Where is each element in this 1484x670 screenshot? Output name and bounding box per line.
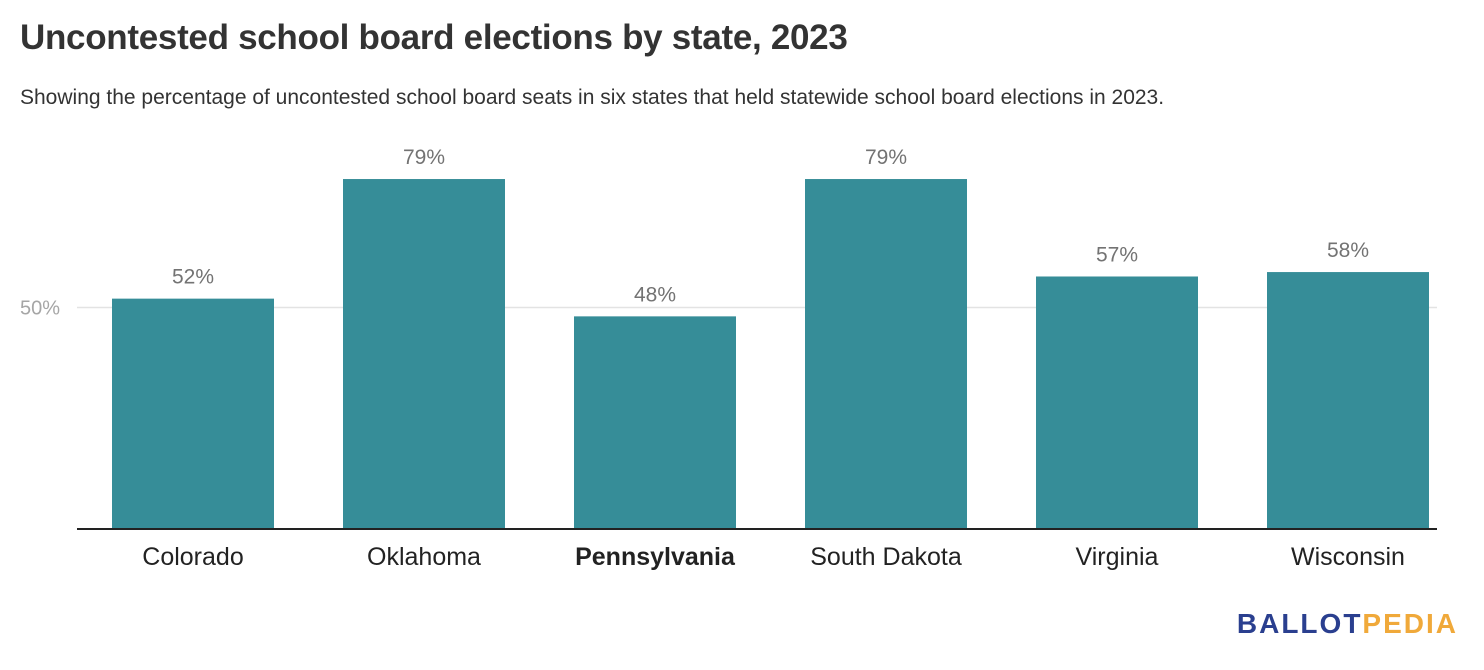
bar-chart: 50% 52% Colorado 79% Oklahoma 48% Pennsylvani… [20,146,1437,571]
value-label: 57% [1096,243,1138,266]
value-label: 79% [865,146,907,169]
value-label: 52% [172,266,214,289]
x-tick-label: Wisconsin [1291,543,1405,571]
logo-part-ballot: BALLOT [1236,608,1363,639]
value-label: 48% [634,283,676,306]
chart-subtitle: Showing the percentage of uncontested sc… [20,86,1165,109]
bar-oklahoma [343,179,505,529]
bar-pennsylvania [574,316,736,529]
x-tick-label: Oklahoma [367,543,481,571]
bar-colorado [112,298,274,529]
bar-virginia [1036,276,1198,529]
bar-wisconsin [1267,272,1429,529]
y-tick-label: 50% [20,298,60,320]
logo-part-pedia: PEDIA [1362,608,1458,639]
bar-layer [112,179,1429,529]
value-label: 79% [403,146,445,169]
value-label: 58% [1327,239,1369,262]
bar-south-dakota [805,179,967,529]
label-layer: 52% Colorado 79% Oklahoma 48% Pennsylvania 79%… [142,146,1405,571]
x-tick-label: Virginia [1076,543,1159,571]
x-tick-label: Pennsylvania [575,543,736,571]
x-tick-label: Colorado [142,543,243,571]
grid-layer: 50% [20,298,1437,320]
chart-title: Uncontested school board elections by st… [20,18,848,57]
ballotpedia-logo: BALLOTPEDIA [1237,608,1458,640]
x-tick-label: South Dakota [810,543,962,571]
